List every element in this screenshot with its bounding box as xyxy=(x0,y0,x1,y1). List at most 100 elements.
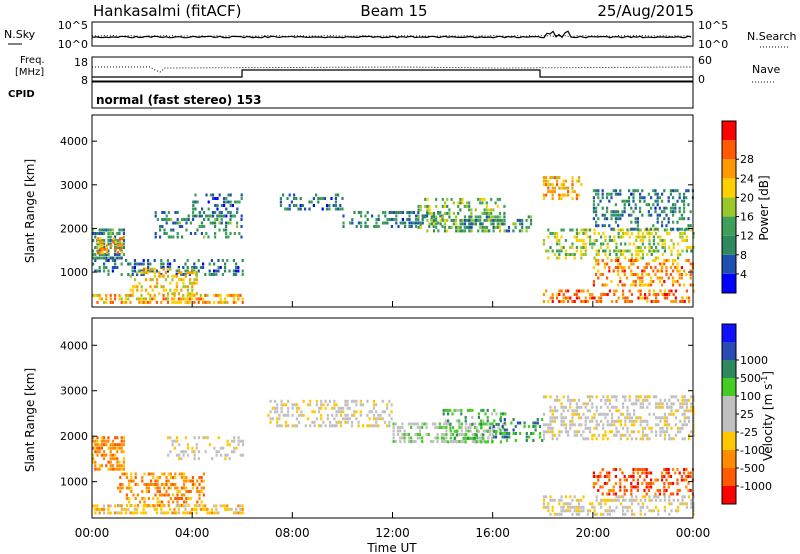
heatmap-cell xyxy=(490,218,493,222)
heatmap-cell xyxy=(407,436,411,440)
heatmap-cell xyxy=(689,273,692,276)
heatmap-cell xyxy=(549,395,552,399)
heatmap-cell xyxy=(276,406,279,410)
heatmap-cell xyxy=(687,217,690,221)
heatmap-cell xyxy=(615,409,618,413)
heatmap-cell xyxy=(169,483,172,486)
heatmap-cell xyxy=(626,296,629,300)
heatmap-cell xyxy=(636,471,639,475)
heatmap-cell xyxy=(122,300,125,304)
heatmap-cell xyxy=(200,479,203,483)
heatmap-cell xyxy=(127,297,130,301)
heatmap-cell xyxy=(98,464,101,468)
heatmap-cell xyxy=(114,240,117,244)
heatmap-cell xyxy=(494,201,497,205)
heatmap-cell xyxy=(341,197,344,200)
heatmap-cell xyxy=(479,215,482,219)
heatmap-cell xyxy=(614,217,617,221)
heatmap-cell xyxy=(661,242,664,246)
heatmap-cell xyxy=(624,300,627,303)
heatmap-cell xyxy=(207,214,210,218)
heatmap-cell xyxy=(663,189,666,193)
heatmap-cell xyxy=(339,406,343,410)
heatmap-cell xyxy=(331,413,334,417)
heatmap-cell xyxy=(149,293,152,297)
heatmap-cell xyxy=(580,433,583,437)
heatmap-cell xyxy=(612,210,615,214)
heatmap-cell xyxy=(571,183,574,187)
heatmap-cell xyxy=(670,249,673,253)
heatmap-cell xyxy=(237,266,240,269)
heatmap-cell xyxy=(175,504,178,508)
heatmap-cell xyxy=(575,246,578,249)
heatmap-cell xyxy=(182,511,185,515)
heatmap-cell xyxy=(184,297,187,301)
heatmap-cell xyxy=(600,296,603,300)
heatmap-cell xyxy=(204,273,207,276)
heatmap-cell xyxy=(101,244,104,248)
heatmap-cell xyxy=(571,246,574,249)
heatmap-cell xyxy=(648,426,651,430)
heatmap-cell xyxy=(672,437,675,441)
heatmap-cell xyxy=(129,274,132,278)
heatmap-cell xyxy=(542,239,545,242)
heatmap-cell xyxy=(669,192,672,196)
heatmap-cell xyxy=(142,269,145,273)
heatmap-cell xyxy=(650,300,653,303)
heatmap-cell xyxy=(443,422,446,426)
heatmap-cell xyxy=(205,193,208,197)
heatmap-cell xyxy=(153,297,156,301)
heatmap-cell xyxy=(584,300,587,303)
x-tick-label: 00:00 xyxy=(75,526,110,540)
heatmap-cell xyxy=(564,423,567,427)
heatmap-cell xyxy=(648,228,651,232)
heatmap-cell xyxy=(173,259,176,262)
heatmap-cell xyxy=(595,259,598,262)
heatmap-cell xyxy=(217,266,220,269)
heatmap-cell xyxy=(421,422,424,426)
heatmap-cell xyxy=(335,413,338,417)
heatmap-cell xyxy=(169,281,172,285)
heatmap-cell xyxy=(652,495,655,499)
heatmap-cell xyxy=(635,398,638,402)
heatmap-cell xyxy=(287,424,290,428)
heatmap-cell xyxy=(641,256,644,260)
heatmap-cell xyxy=(208,269,211,273)
heatmap-cell xyxy=(107,504,110,508)
heatmap-cell xyxy=(184,273,187,276)
heatmap-cell xyxy=(606,293,609,296)
heatmap-cell xyxy=(92,460,95,464)
heatmap-cell xyxy=(595,224,598,228)
heatmap-cell xyxy=(309,399,312,403)
heatmap-cell xyxy=(670,509,673,513)
heatmap-cell xyxy=(183,218,186,221)
heatmap-cell xyxy=(147,486,150,490)
heatmap-cell xyxy=(161,211,164,214)
heatmap-cell xyxy=(494,215,497,219)
heatmap-cell xyxy=(670,239,673,242)
heatmap-cell xyxy=(619,482,622,485)
heatmap-cell xyxy=(688,495,691,499)
heatmap-cell xyxy=(454,225,458,229)
heatmap-cell xyxy=(468,225,471,229)
heatmap-cell xyxy=(136,271,139,275)
heatmap-cell xyxy=(162,297,165,301)
heatmap-cell xyxy=(672,395,675,399)
power-ylabel: Slant Range [km] xyxy=(23,159,37,263)
heatmap-cell xyxy=(468,201,471,205)
heatmap-cell xyxy=(690,395,693,399)
heatmap-cell xyxy=(608,505,611,509)
heatmap-cell xyxy=(96,507,99,511)
heatmap-cell xyxy=(656,489,659,492)
heatmap-cell xyxy=(366,413,369,417)
heatmap-cell xyxy=(639,505,642,509)
heatmap-cell xyxy=(364,221,367,225)
heatmap-cell xyxy=(619,249,622,253)
heatmap-cell xyxy=(117,504,120,507)
heatmap-cell xyxy=(613,289,616,293)
heatmap-cell xyxy=(663,289,666,293)
heatmap-cell xyxy=(390,410,393,414)
heatmap-cell xyxy=(655,300,658,303)
heatmap-cell xyxy=(191,288,194,292)
heatmap-cell xyxy=(630,512,633,516)
